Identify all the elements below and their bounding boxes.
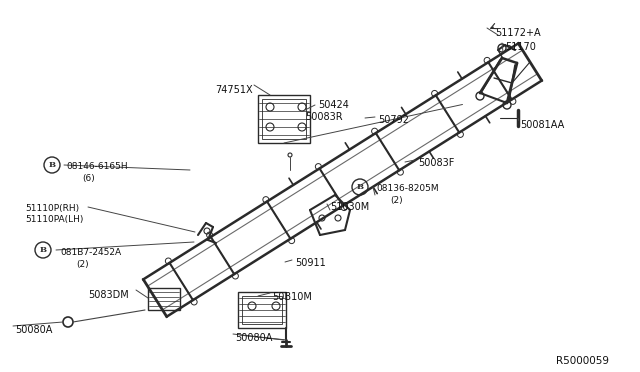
Text: 51172+A: 51172+A	[495, 28, 541, 38]
Text: 5083DM: 5083DM	[88, 290, 129, 300]
Text: B: B	[49, 161, 56, 169]
Text: 51110PA(LH): 51110PA(LH)	[25, 215, 83, 224]
Text: 51170: 51170	[505, 42, 536, 52]
Text: 50911: 50911	[295, 258, 326, 268]
Bar	[238, 292, 286, 328]
Text: 50424: 50424	[318, 100, 349, 110]
Text: 50080A: 50080A	[15, 325, 52, 335]
Text: (6): (6)	[82, 174, 95, 183]
Text: 51030M: 51030M	[330, 202, 369, 212]
Text: 50081AA: 50081AA	[520, 120, 564, 130]
Text: 50080A: 50080A	[235, 333, 273, 343]
Bar	[148, 288, 180, 310]
Text: (2): (2)	[390, 196, 403, 205]
Text: 50083F: 50083F	[418, 158, 454, 168]
Text: B: B	[356, 183, 364, 191]
Text: 08146-6165H: 08146-6165H	[66, 162, 127, 171]
Text: 50B10M: 50B10M	[272, 292, 312, 302]
Text: (2): (2)	[76, 260, 88, 269]
Text: 081B7-2452A: 081B7-2452A	[60, 248, 121, 257]
Bar	[242, 296, 282, 324]
Text: B: B	[40, 246, 47, 254]
Text: 08136-8205M: 08136-8205M	[376, 184, 438, 193]
Text: R5000059: R5000059	[556, 356, 609, 366]
Bar	[262, 99, 306, 139]
Text: 50792: 50792	[378, 115, 409, 125]
Bar	[258, 95, 310, 143]
Text: 50083R: 50083R	[305, 112, 342, 122]
Text: 51110P(RH): 51110P(RH)	[25, 204, 79, 213]
Text: 74751X: 74751X	[215, 85, 253, 95]
